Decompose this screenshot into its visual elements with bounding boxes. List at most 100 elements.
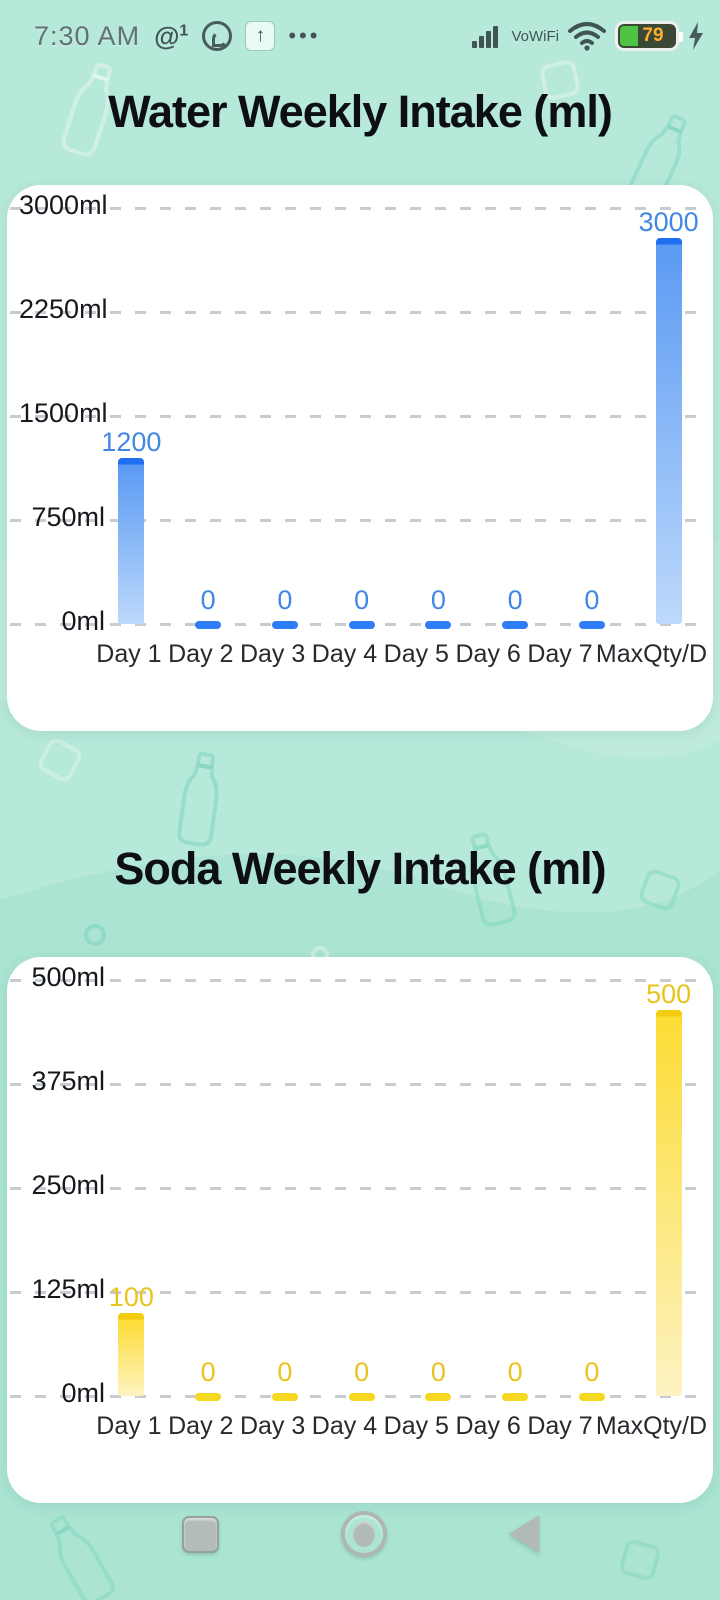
x-axis-label: Day 3 <box>239 640 306 668</box>
x-axis-label: Day 3 <box>239 1412 306 1440</box>
bar-value-label: 0 <box>430 585 446 615</box>
soda-chart-card: 500ml 375ml 250ml 125ml 0ml 100 0 0 0 0 … <box>7 957 713 1503</box>
water-chart-card: 3000ml 2250ml 1500ml 750ml 0ml 1200 0 0 … <box>7 185 713 731</box>
soda-bars: 100 0 0 0 0 0 0 500 <box>93 979 707 1401</box>
soda-chart-title: Soda Weekly Intake (ml) <box>114 843 606 894</box>
bar-value-label: 0 <box>200 585 216 615</box>
phone-app-notification-icon <box>202 21 233 51</box>
bar-value-label: 3000 <box>638 207 699 237</box>
water-bars: 1200 0 0 0 0 0 0 3000 <box>93 208 707 629</box>
soda-x-axis: Day 1 Day 2 Day 3 Day 4 Day 5 Day 6 Day … <box>93 1412 707 1441</box>
bar-column: 0 <box>323 980 400 1401</box>
signal-strength-icon <box>472 26 499 48</box>
home-button[interactable] <box>340 1511 387 1557</box>
soda-bar-day-2 <box>195 1393 222 1401</box>
y-axis-label: 375ml <box>31 1066 105 1096</box>
gridline <box>10 519 710 522</box>
android-nav-bar <box>0 1506 720 1562</box>
soda-bar-day-1 <box>118 1312 145 1396</box>
water-x-axis: Day 1 Day 2 Day 3 Day 4 Day 5 Day 6 Day … <box>93 640 707 669</box>
mention-notification-icon: @1 <box>154 20 189 51</box>
upload-notification-icon: ↑ <box>246 22 275 50</box>
bar-column: 0 <box>400 980 477 1401</box>
bar-column: 0 <box>247 208 324 629</box>
water-bar-maxqty <box>655 238 682 624</box>
soda-bar-day-3 <box>271 1393 298 1401</box>
clock: 7:30 AM <box>34 20 141 51</box>
vowifi-indicator: VoWiFi <box>511 27 559 45</box>
x-axis-label: Day 7 <box>527 1412 593 1440</box>
x-axis-label: Day 1 <box>96 640 162 668</box>
water-bar-day-4 <box>348 621 375 629</box>
water-chart-plot: 3000ml 2250ml 1500ml 750ml 0ml 1200 0 0 … <box>7 190 713 636</box>
x-axis-label: Day 2 <box>168 1412 234 1440</box>
home-button-dot <box>352 1521 375 1547</box>
y-axis-label: 500ml <box>31 962 105 992</box>
y-axis-label: 3000ml <box>19 190 108 220</box>
bar-value-label: 0 <box>584 585 600 615</box>
bar-value-label: 1200 <box>101 426 162 457</box>
water-bar-day-6 <box>502 621 529 629</box>
x-axis-label: Day 7 <box>527 640 593 668</box>
more-notifications-icon: ••• <box>288 23 321 48</box>
battery-fill <box>620 26 638 46</box>
soda-bar-day-5 <box>425 1393 452 1401</box>
bar-value-label: 0 <box>277 585 293 615</box>
gridline <box>10 1291 710 1294</box>
y-axis-label: 125ml <box>31 1274 105 1304</box>
y-axis-label: 750ml <box>31 502 105 532</box>
y-axis-label: 1500ml <box>19 398 108 428</box>
bar-value-label: 0 <box>430 1357 446 1387</box>
charging-bolt-icon <box>689 22 703 50</box>
bar-value-label: 0 <box>584 1357 600 1387</box>
bar-column: 3000 <box>630 208 707 624</box>
battery-percent: 79 <box>642 25 664 46</box>
y-axis-label: 2250ml <box>19 294 108 324</box>
bar-value-label: 0 <box>277 1357 293 1387</box>
bar-column: 0 <box>170 208 247 629</box>
bar-column: 0 <box>400 208 477 629</box>
bar-value-label: 0 <box>354 1357 370 1387</box>
x-axis-label: Day 6 <box>455 1412 521 1440</box>
bar-column: 1200 <box>93 208 170 624</box>
water-bar-day-2 <box>195 621 222 629</box>
bar-value-label: 0 <box>507 585 523 615</box>
x-axis-label: Day 1 <box>96 1412 162 1440</box>
y-axis-label: 0ml <box>61 1378 105 1408</box>
bar-column: 0 <box>247 980 324 1401</box>
water-bar-day-5 <box>425 621 452 629</box>
x-axis-label: MaxQty/D <box>595 640 708 668</box>
water-bar-day-1 <box>118 457 145 624</box>
soda-bar-day-7 <box>578 1393 605 1401</box>
y-axis-label: 250ml <box>31 1170 105 1200</box>
gridline <box>10 979 710 982</box>
bar-column: 0 <box>477 208 554 629</box>
soda-bar-day-4 <box>348 1393 375 1401</box>
recents-button[interactable] <box>181 1515 219 1553</box>
bar-column: 0 <box>323 208 400 629</box>
gridline <box>10 311 710 314</box>
x-axis-label: Day 5 <box>383 1412 449 1440</box>
bar-column: 0 <box>554 208 631 629</box>
soda-bar-maxqty <box>655 1010 682 1396</box>
bar-value-label: 0 <box>354 585 370 615</box>
gridline <box>10 207 710 210</box>
bar-value-label: 0 <box>507 1357 523 1387</box>
bar-value-label: 500 <box>646 979 692 1009</box>
x-axis-label: MaxQty/D <box>595 1412 708 1440</box>
status-bar: 7:30 AM @1 ↑ ••• VoWiFi 79 <box>0 14 720 58</box>
x-axis-label: Day 2 <box>168 640 234 668</box>
bar-column: 0 <box>170 980 247 1401</box>
bar-column: 0 <box>477 980 554 1401</box>
bar-column: 100 <box>93 980 170 1396</box>
bar-column: 0 <box>554 980 631 1401</box>
y-axis-label: 0ml <box>61 606 105 636</box>
x-axis-label: Day 4 <box>311 640 378 668</box>
x-axis-label: Day 4 <box>311 1412 378 1440</box>
water-bar-day-3 <box>271 621 298 629</box>
soda-chart-plot: 500ml 375ml 250ml 125ml 0ml 100 0 0 0 0 … <box>7 962 713 1408</box>
gridline <box>10 1187 710 1190</box>
back-button[interactable] <box>508 1515 539 1553</box>
water-chart-title: Water Weekly Intake (ml) <box>108 86 613 137</box>
gridline <box>10 415 710 418</box>
